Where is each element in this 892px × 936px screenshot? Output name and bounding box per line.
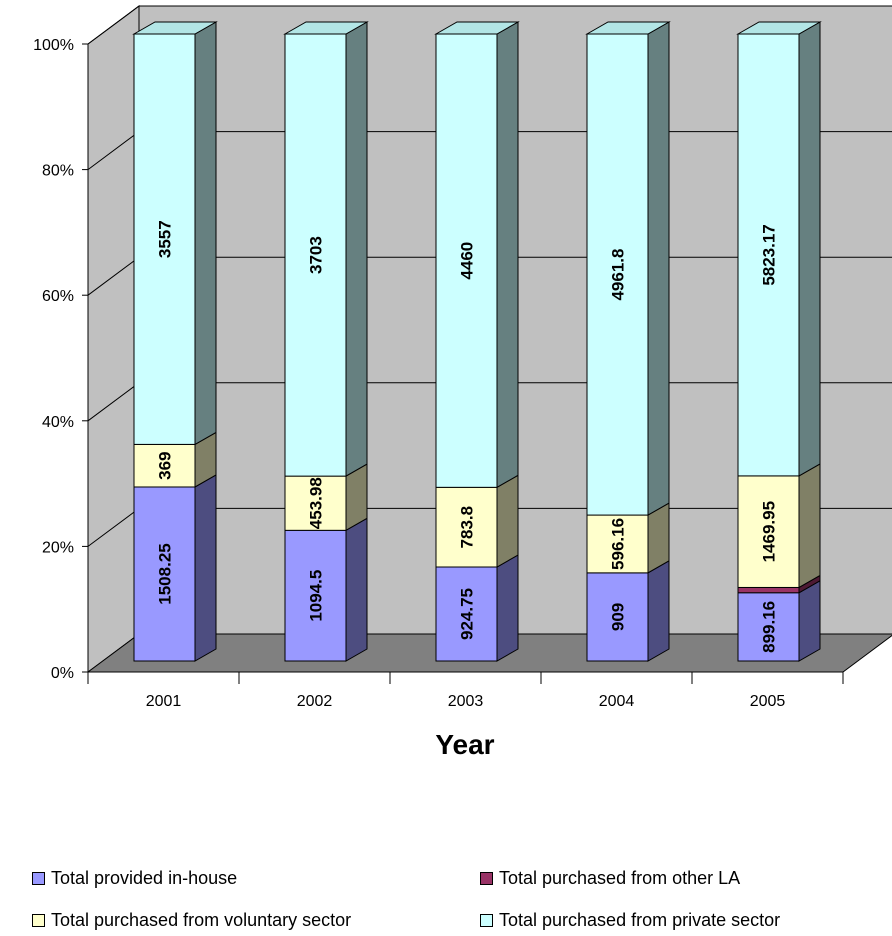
y-tick-label: 60% bbox=[42, 288, 74, 305]
bar bbox=[586, 514, 649, 574]
legend-label: Total purchased from other LA bbox=[499, 868, 741, 888]
bar-side bbox=[496, 21, 519, 489]
data-label: 1469.95 bbox=[760, 501, 779, 562]
y-tick-label: 100% bbox=[33, 37, 74, 54]
data-label: 369 bbox=[156, 452, 175, 480]
bar-side bbox=[647, 560, 670, 662]
bar bbox=[737, 586, 800, 594]
bar-top bbox=[132, 21, 218, 35]
bar bbox=[133, 486, 196, 662]
legend-swatch bbox=[32, 872, 45, 885]
legend-swatch bbox=[480, 914, 493, 927]
bar bbox=[435, 33, 498, 488]
legend-label: Total provided in-house bbox=[51, 868, 238, 888]
data-label: 596.16 bbox=[609, 518, 628, 570]
bar-side bbox=[194, 21, 217, 446]
bar-top bbox=[736, 21, 822, 35]
bar bbox=[435, 566, 498, 662]
data-label: 909 bbox=[609, 603, 628, 631]
y-tick-label: 80% bbox=[42, 163, 74, 180]
bar-top bbox=[585, 21, 671, 35]
data-label: 3557 bbox=[156, 220, 175, 258]
y-tick-label: 0% bbox=[51, 665, 74, 682]
bar-side bbox=[194, 474, 217, 662]
legend-item: Total provided in-house bbox=[32, 868, 237, 889]
bar-segment: 4961.8 bbox=[586, 21, 670, 516]
legend-label: Total purchased from private sector bbox=[499, 910, 781, 930]
legend-item: Total purchased from voluntary sector bbox=[32, 910, 351, 931]
bar-segment: 783.8 bbox=[435, 474, 519, 568]
bar-side bbox=[496, 474, 519, 568]
bars: 1508.25 369 3557 1094.5 453.98 3703 924.75 783.… bbox=[132, 21, 822, 662]
data-label: 1508.25 bbox=[156, 543, 175, 604]
legend-item: Total purchased from private sector bbox=[480, 910, 780, 931]
bar-segment: 5823.17 bbox=[737, 21, 821, 477]
bar-stack-2002: 1094.5 453.98 3703 bbox=[283, 21, 369, 662]
x-tick-label: 2005 bbox=[750, 693, 786, 710]
bar-stack-2003: 924.75 783.8 4460 bbox=[434, 21, 520, 662]
gridline bbox=[87, 5, 892, 45]
x-tick-label: 2002 bbox=[297, 693, 333, 710]
data-label: 453.98 bbox=[307, 477, 326, 529]
bar bbox=[284, 475, 347, 531]
bar-segment: 924.75 bbox=[435, 554, 519, 662]
bar-side bbox=[798, 579, 821, 662]
bar bbox=[737, 475, 800, 588]
bar bbox=[284, 529, 347, 662]
bar-segment: 909 bbox=[586, 560, 670, 662]
side-wall bbox=[87, 5, 140, 673]
x-axis: 2001 2002 2003 2004 2005 bbox=[87, 671, 844, 710]
bar-segment: 369 bbox=[133, 431, 217, 488]
bar bbox=[133, 33, 196, 445]
bar-side bbox=[496, 554, 519, 662]
legend-label: Total purchased from voluntary sector bbox=[51, 910, 352, 930]
bar-segment: 3557 bbox=[133, 21, 217, 446]
bar-segment: 4460 bbox=[435, 21, 519, 489]
bar-side bbox=[345, 21, 368, 477]
legend-item: Total purchased from other LA bbox=[480, 868, 740, 889]
bar bbox=[586, 572, 649, 662]
bar-segment: 899.16 bbox=[737, 579, 821, 662]
x-tick-label: 2004 bbox=[599, 693, 635, 710]
bar-segment: 596.16 bbox=[586, 502, 670, 574]
bar-stack-2004: 909 596.16 4961.8 bbox=[585, 21, 671, 662]
data-label: 783.8 bbox=[458, 506, 477, 549]
y-axis: 0% 20% 40% 60% 80% 100% bbox=[33, 37, 89, 682]
x-tick-label: 2001 bbox=[146, 693, 182, 710]
bar bbox=[284, 33, 347, 477]
bar-segment: 1469.95 bbox=[737, 463, 821, 589]
legend-swatch bbox=[32, 914, 45, 927]
data-label: 924.75 bbox=[458, 588, 477, 640]
bar-stack-2005: 899.16 1469.95 5823.17 bbox=[736, 21, 822, 662]
bar-stack-2001: 1508.25 369 3557 bbox=[132, 21, 218, 662]
bar-side bbox=[798, 21, 821, 477]
data-label: 5823.17 bbox=[760, 224, 779, 285]
legend: Total provided in-house Total purchased f… bbox=[0, 860, 892, 936]
data-label: 3703 bbox=[307, 236, 326, 274]
x-axis-label: Year bbox=[435, 729, 494, 760]
y-tick-label: 20% bbox=[42, 539, 74, 556]
data-label: 899.16 bbox=[760, 601, 779, 653]
bar-top bbox=[434, 21, 520, 35]
bar-side bbox=[647, 21, 670, 516]
y-tick-label: 40% bbox=[42, 414, 74, 431]
bar-segment: 1508.25 bbox=[133, 474, 217, 662]
bar-segment: 1094.5 bbox=[284, 517, 368, 662]
bar-segment: 3703 bbox=[284, 21, 368, 477]
bar bbox=[133, 443, 196, 488]
data-label: 4961.8 bbox=[609, 249, 628, 301]
legend-swatch bbox=[480, 872, 493, 885]
bar-side bbox=[798, 463, 821, 589]
bar-segment: 453.98 bbox=[284, 463, 368, 532]
data-label: 4460 bbox=[458, 242, 477, 280]
data-label: 1094.5 bbox=[307, 570, 326, 622]
bar-top bbox=[283, 21, 369, 35]
bar-side bbox=[345, 517, 368, 662]
x-tick-label: 2003 bbox=[448, 693, 484, 710]
